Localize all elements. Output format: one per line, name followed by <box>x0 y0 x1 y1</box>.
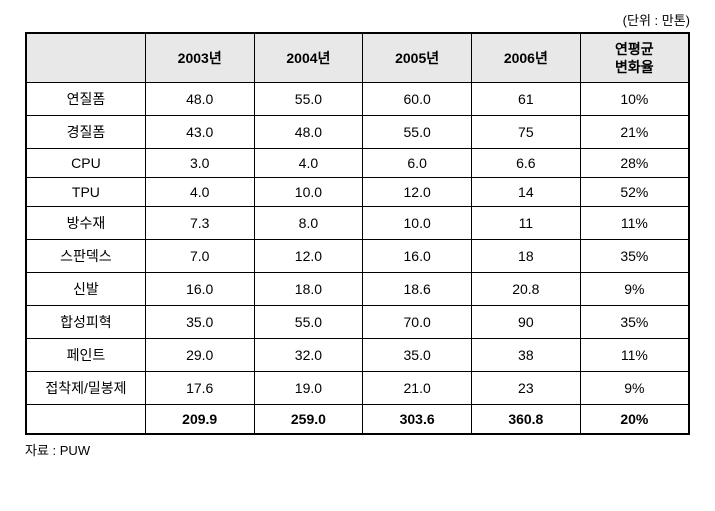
cell: 48.0 <box>254 116 363 149</box>
cell: 23 <box>471 372 580 405</box>
table-row: 신발 16.0 18.0 18.6 20.8 9% <box>26 273 689 306</box>
cell: 7.0 <box>145 240 254 273</box>
total-cell: 259.0 <box>254 405 363 435</box>
table-row: 연질폼 48.0 55.0 60.0 61 10% <box>26 83 689 116</box>
cell: 38 <box>471 339 580 372</box>
cell: 4.0 <box>145 178 254 207</box>
header-row: 2003년 2004년 2005년 2006년 연평균 변화율 <box>26 33 689 83</box>
row-label: CPU <box>26 149 145 178</box>
header-2005: 2005년 <box>363 33 472 83</box>
cell: 9% <box>580 273 689 306</box>
row-label: 신발 <box>26 273 145 306</box>
row-label: 스판덱스 <box>26 240 145 273</box>
cell: 12.0 <box>254 240 363 273</box>
table-row: 합성피혁 35.0 55.0 70.0 90 35% <box>26 306 689 339</box>
header-avg-line1: 연평균 <box>615 41 654 57</box>
header-blank <box>26 33 145 83</box>
row-label: 연질폼 <box>26 83 145 116</box>
total-label <box>26 405 145 435</box>
cell: 12.0 <box>363 178 472 207</box>
cell: 16.0 <box>145 273 254 306</box>
cell: 35.0 <box>145 306 254 339</box>
cell: 8.0 <box>254 207 363 240</box>
total-row: 209.9 259.0 303.6 360.8 20% <box>26 405 689 435</box>
table-row: 접착제/밀봉제 17.6 19.0 21.0 23 9% <box>26 372 689 405</box>
cell: 55.0 <box>254 306 363 339</box>
table-row: 페인트 29.0 32.0 35.0 38 11% <box>26 339 689 372</box>
cell: 6.0 <box>363 149 472 178</box>
cell: 61 <box>471 83 580 116</box>
total-cell: 303.6 <box>363 405 472 435</box>
cell: 21.0 <box>363 372 472 405</box>
cell: 55.0 <box>363 116 472 149</box>
cell: 3.0 <box>145 149 254 178</box>
cell: 32.0 <box>254 339 363 372</box>
row-label: 페인트 <box>26 339 145 372</box>
cell: 35% <box>580 240 689 273</box>
cell: 14 <box>471 178 580 207</box>
cell: 75 <box>471 116 580 149</box>
cell: 21% <box>580 116 689 149</box>
cell: 18.6 <box>363 273 472 306</box>
table-body: 연질폼 48.0 55.0 60.0 61 10% 경질폼 43.0 48.0 … <box>26 83 689 435</box>
table-row: CPU 3.0 4.0 6.0 6.6 28% <box>26 149 689 178</box>
cell: 10% <box>580 83 689 116</box>
unit-label: (단위 : 만톤) <box>25 10 690 29</box>
cell: 11% <box>580 339 689 372</box>
cell: 60.0 <box>363 83 472 116</box>
cell: 6.6 <box>471 149 580 178</box>
header-2003: 2003년 <box>145 33 254 83</box>
cell: 55.0 <box>254 83 363 116</box>
table-row: 스판덱스 7.0 12.0 16.0 18 35% <box>26 240 689 273</box>
total-cell: 360.8 <box>471 405 580 435</box>
header-avg-rate: 연평균 변화율 <box>580 33 689 83</box>
cell: 17.6 <box>145 372 254 405</box>
cell: 52% <box>580 178 689 207</box>
cell: 16.0 <box>363 240 472 273</box>
header-2006: 2006년 <box>471 33 580 83</box>
header-2004: 2004년 <box>254 33 363 83</box>
cell: 70.0 <box>363 306 472 339</box>
header-avg-line2: 변화율 <box>615 59 654 75</box>
row-label: TPU <box>26 178 145 207</box>
cell: 10.0 <box>254 178 363 207</box>
cell: 18.0 <box>254 273 363 306</box>
cell: 19.0 <box>254 372 363 405</box>
cell: 11 <box>471 207 580 240</box>
total-cell: 209.9 <box>145 405 254 435</box>
total-cell: 20% <box>580 405 689 435</box>
cell: 11% <box>580 207 689 240</box>
source-label: 자료 : PUW <box>25 440 690 459</box>
cell: 35.0 <box>363 339 472 372</box>
cell: 7.3 <box>145 207 254 240</box>
table-row: TPU 4.0 10.0 12.0 14 52% <box>26 178 689 207</box>
table-row: 경질폼 43.0 48.0 55.0 75 21% <box>26 116 689 149</box>
cell: 48.0 <box>145 83 254 116</box>
cell: 29.0 <box>145 339 254 372</box>
cell: 9% <box>580 372 689 405</box>
row-label: 방수재 <box>26 207 145 240</box>
row-label: 경질폼 <box>26 116 145 149</box>
row-label: 합성피혁 <box>26 306 145 339</box>
cell: 90 <box>471 306 580 339</box>
cell: 4.0 <box>254 149 363 178</box>
data-table: 2003년 2004년 2005년 2006년 연평균 변화율 연질폼 48.0… <box>25 32 690 435</box>
row-label: 접착제/밀봉제 <box>26 372 145 405</box>
table-row: 방수재 7.3 8.0 10.0 11 11% <box>26 207 689 240</box>
cell: 10.0 <box>363 207 472 240</box>
cell: 18 <box>471 240 580 273</box>
cell: 35% <box>580 306 689 339</box>
cell: 43.0 <box>145 116 254 149</box>
cell: 28% <box>580 149 689 178</box>
cell: 20.8 <box>471 273 580 306</box>
